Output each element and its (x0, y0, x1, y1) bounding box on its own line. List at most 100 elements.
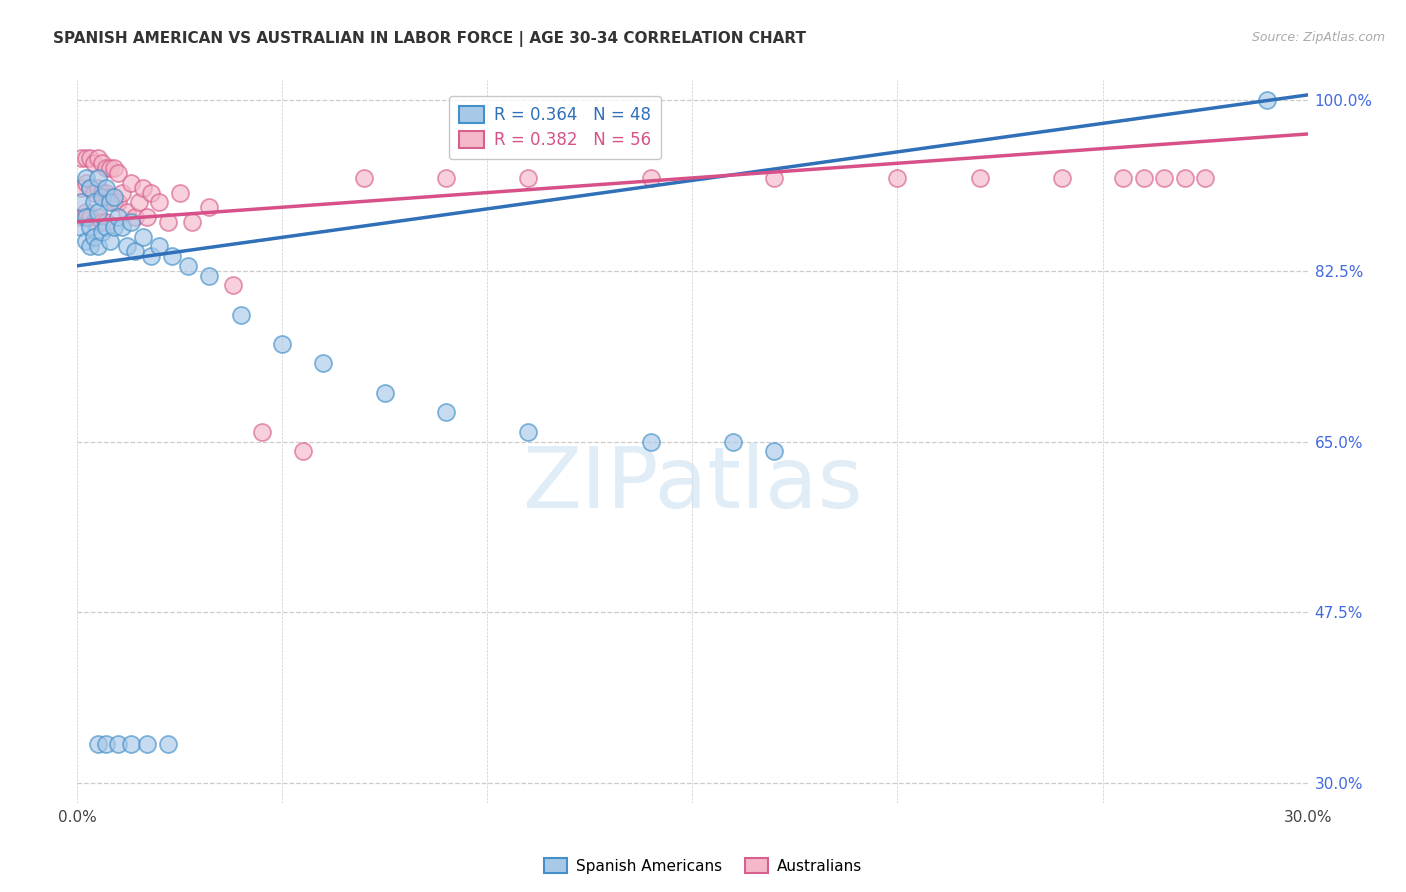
Point (94, 219, 117, 234)
Point (156, 215, 179, 229)
Point (98, 190, 121, 204)
Text: ZIPatlas: ZIPatlas (522, 443, 863, 526)
Point (250, 425, 273, 439)
Point (70, 195, 93, 210)
Point (160, 249, 183, 263)
Point (111, 219, 134, 234)
Point (70, 180, 93, 194)
Point (517, 425, 540, 439)
Point (222, 278, 245, 293)
Point (120, 737, 142, 751)
Point (87, 239, 110, 253)
Point (640, 434, 662, 449)
Point (723, 434, 745, 449)
Point (90, 156, 114, 170)
Point (94, 186, 117, 200)
Point (156, 737, 179, 751)
Point (120, 176, 142, 190)
Point (83, 195, 105, 210)
Point (763, 170, 786, 185)
Point (87, 152, 110, 166)
Point (141, 249, 163, 263)
Point (103, 190, 125, 204)
Point (1050, 170, 1073, 185)
Point (115, 239, 138, 253)
Point (70, 210, 93, 224)
Point (70, 219, 93, 234)
Point (136, 737, 159, 751)
Point (107, 195, 129, 210)
Point (111, 186, 134, 200)
Point (87, 737, 110, 751)
Text: Source: ZipAtlas.com: Source: ZipAtlas.com (1251, 31, 1385, 45)
Point (231, 308, 253, 322)
Point (75, 176, 97, 190)
Point (436, 405, 458, 419)
Point (75, 205, 97, 219)
Point (115, 205, 138, 219)
Point (148, 195, 170, 210)
Point (136, 210, 159, 224)
Point (79, 219, 101, 234)
Point (103, 219, 125, 234)
Point (79, 152, 101, 166)
Point (90, 215, 114, 229)
Point (98, 235, 121, 249)
Point (353, 170, 375, 185)
Point (87, 205, 110, 219)
Point (107, 737, 129, 751)
Point (1194, 170, 1216, 185)
Point (148, 239, 170, 253)
Point (98, 195, 121, 210)
Legend: Spanish Americans, Australians: Spanish Americans, Australians (537, 852, 869, 880)
Point (79, 210, 101, 224)
Point (1174, 170, 1197, 185)
Point (169, 186, 191, 200)
Point (87, 170, 110, 185)
Point (90, 225, 114, 239)
Point (181, 215, 204, 229)
Point (75, 235, 97, 249)
Point (107, 210, 129, 224)
Point (87, 180, 110, 194)
Point (103, 161, 125, 176)
Point (141, 186, 163, 200)
Point (197, 268, 219, 283)
Point (1153, 170, 1175, 185)
Point (83, 215, 105, 229)
Point (83, 156, 105, 170)
Point (94, 737, 117, 751)
Point (103, 195, 125, 210)
Point (75, 152, 97, 166)
Point (312, 356, 335, 370)
Point (87, 210, 110, 224)
Point (271, 337, 294, 351)
Point (886, 170, 908, 185)
Point (75, 170, 97, 185)
Point (132, 180, 155, 194)
Point (120, 215, 142, 229)
Point (79, 180, 101, 194)
Point (291, 444, 314, 458)
Point (83, 229, 105, 244)
Point (640, 170, 662, 185)
Point (132, 229, 155, 244)
Point (374, 385, 396, 400)
Point (969, 170, 991, 185)
Point (70, 152, 93, 166)
Point (763, 444, 786, 458)
Point (177, 259, 200, 273)
Point (1132, 170, 1154, 185)
Point (98, 161, 121, 176)
Point (75, 210, 97, 224)
Point (1112, 170, 1135, 185)
Point (79, 239, 101, 253)
Point (107, 166, 129, 180)
Point (94, 215, 117, 229)
Point (94, 180, 117, 194)
Point (94, 161, 117, 176)
Point (83, 186, 105, 200)
Point (436, 170, 458, 185)
Point (124, 244, 146, 259)
Point (197, 200, 219, 214)
